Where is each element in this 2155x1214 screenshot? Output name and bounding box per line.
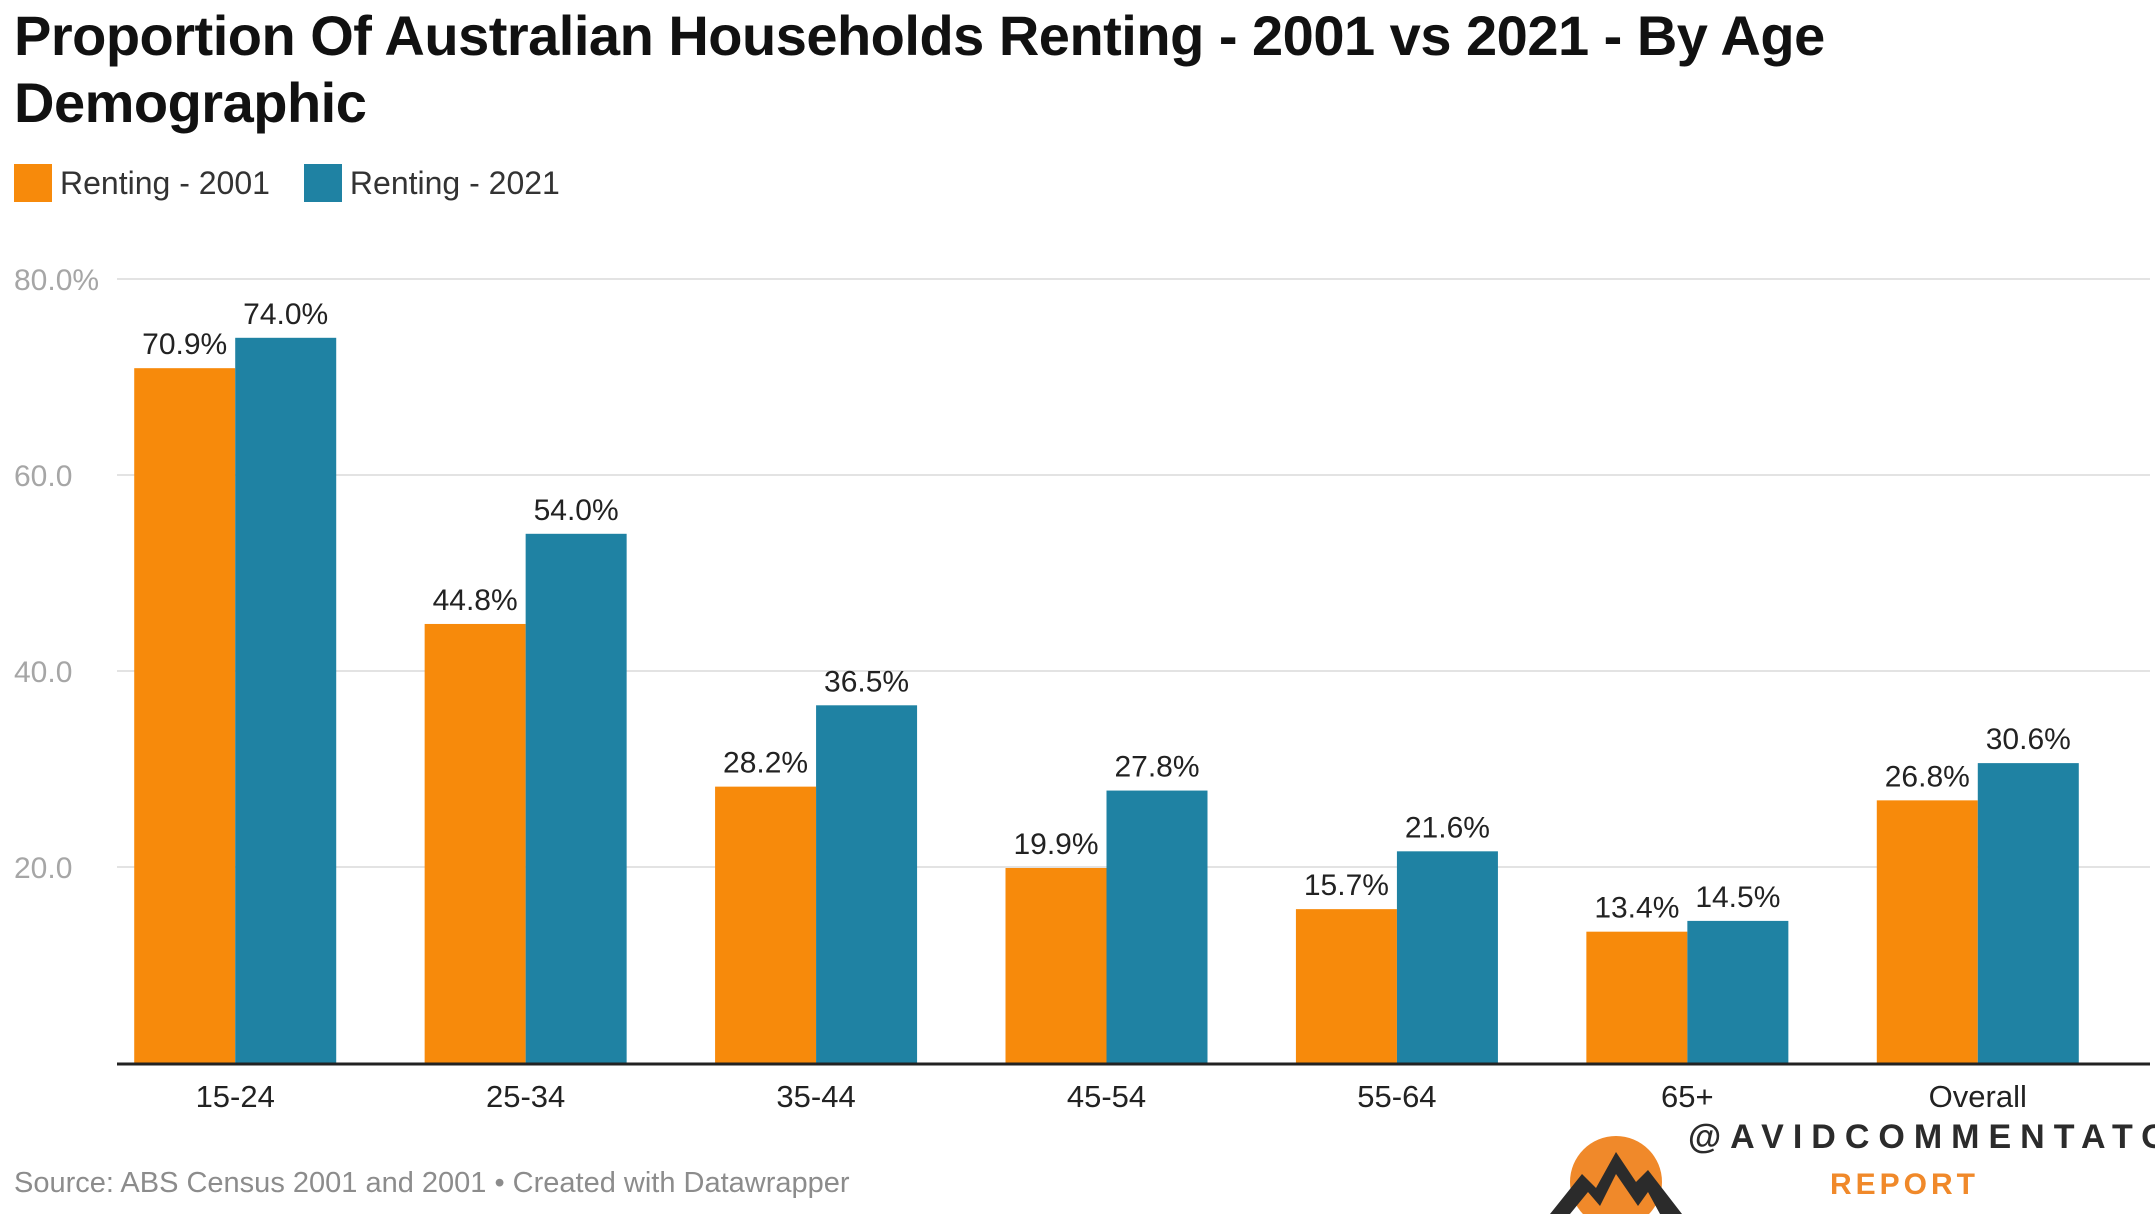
data-label: 70.9% [142, 328, 227, 361]
y-tick-label: 40.0 [14, 656, 72, 689]
x-tick-label: Overall [1929, 1079, 2027, 1114]
y-tick-label: 80.0% [14, 264, 99, 297]
data-label: 54.0% [534, 494, 619, 527]
legend-item-2021: Renting - 2021 [303, 164, 560, 202]
bar-2001-Overall [1876, 800, 1978, 1063]
data-label: 19.9% [1013, 828, 1098, 861]
bar-2021-35-44 [816, 705, 918, 1063]
data-label: 15.7% [1304, 869, 1389, 902]
bar-2001-35-44 [715, 786, 817, 1063]
mountain-sun-icon [1550, 1136, 1682, 1214]
data-label: 36.5% [824, 665, 909, 698]
y-tick-label: 60.0 [14, 460, 72, 493]
bar-2021-55-64 [1396, 851, 1498, 1063]
data-label: 74.0% [243, 298, 328, 331]
data-label: 26.8% [1885, 760, 1970, 793]
x-tick-label: 35-44 [776, 1079, 855, 1114]
bar-2001-25-34 [424, 623, 526, 1063]
legend-swatch-2001 [14, 164, 52, 202]
bar-2021-45-54 [1106, 790, 1208, 1063]
bar-2001-45-54 [1005, 867, 1107, 1063]
y-tick-label: 20.0 [14, 852, 72, 885]
data-label: 14.5% [1695, 881, 1780, 914]
avid-commentator-logo: @AVIDCOMMENTATOR REPORT [1548, 1118, 2155, 1214]
bar-2001-15-24 [134, 368, 236, 1063]
data-label: 27.8% [1114, 751, 1199, 784]
x-tick-label: 55-64 [1357, 1079, 1436, 1114]
legend-label-2001: Renting - 2001 [60, 164, 270, 201]
x-tick-label: 25-34 [486, 1079, 565, 1114]
source-note: Source: ABS Census 2001 and 2001 • Creat… [14, 1167, 850, 1199]
bar-2001-65+ [1586, 931, 1688, 1063]
bar-2021-25-34 [525, 533, 627, 1063]
legend-item-2001: Renting - 2001 [14, 164, 270, 202]
chart-title: Proportion Of Australian Households Rent… [14, 4, 1825, 134]
bar-2001-55-64 [1295, 909, 1397, 1063]
data-label: 44.8% [433, 584, 518, 617]
bar-2021-Overall [1977, 763, 2079, 1063]
legend-swatch-2021 [303, 164, 342, 202]
legend: Renting - 2001 Renting - 2021 [14, 164, 594, 202]
bar-chart: 20.0 40.0 60.0 80.0% 70.9% 74.0% 15-24 44.8% 54.… [14, 264, 2150, 1114]
x-tick-label: 45-54 [1067, 1079, 1146, 1114]
x-tick-label: 15-24 [196, 1079, 275, 1114]
data-label: 21.6% [1405, 811, 1490, 844]
data-label: 30.6% [1986, 723, 2071, 756]
bar-2021-65+ [1687, 920, 1789, 1063]
mountain-shape [1550, 1152, 1682, 1214]
bar-2021-15-24 [235, 337, 337, 1063]
legend-label-2021: Renting - 2021 [349, 164, 560, 201]
x-tick-label: 65+ [1661, 1079, 1714, 1114]
logo-handle: @AVIDCOMMENTATOR [1688, 1118, 2155, 1156]
logo-subtitle: REPORT [1830, 1168, 1980, 1201]
data-label: 13.4% [1594, 892, 1679, 925]
data-label: 28.2% [723, 747, 808, 780]
